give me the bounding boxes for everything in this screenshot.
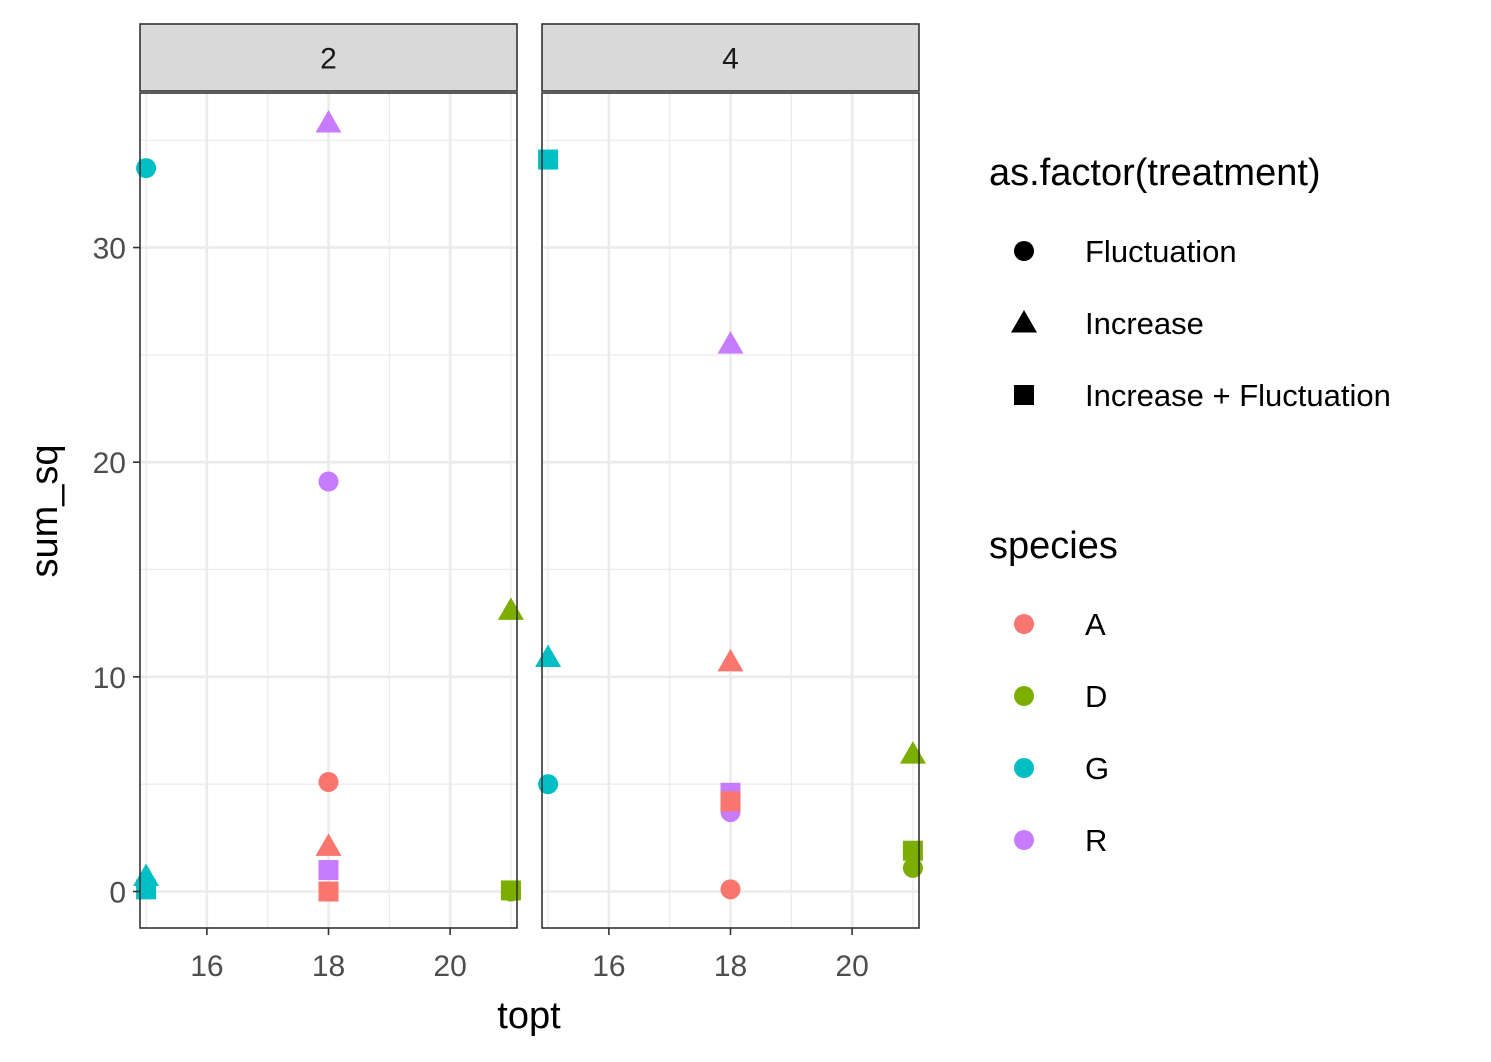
x-tick-label: 20 (835, 950, 868, 983)
data-point-G-fluctuation (538, 774, 559, 795)
x-axis-title: topt (497, 995, 561, 1037)
shape-legend-title: as.factor(treatment) (989, 152, 1321, 194)
color-legend-label: D (1085, 679, 1107, 714)
facet-strip (541, 23, 920, 92)
legend-key-triangle (1011, 310, 1037, 333)
data-point-A-fluctuation (720, 879, 741, 900)
x-tick-label: 16 (190, 950, 223, 983)
legend-key-color (1014, 614, 1034, 634)
legend-key-circle (1014, 241, 1034, 261)
color-legend-title: species (989, 525, 1118, 567)
y-axis: 0 10 20 30 (93, 233, 140, 910)
shape-legend-label: Fluctuation (1085, 234, 1237, 269)
data-point-R-increase (315, 110, 342, 133)
data-point-A-increase (315, 833, 342, 856)
data-point-D-increase-fluctuation (500, 880, 521, 901)
x-axes: 16 18 20 16 18 20 (190, 928, 869, 983)
legend-key-color (1014, 758, 1034, 778)
data-point-G-increase-fluctuation (136, 879, 157, 900)
data-point-G-fluctuation (136, 158, 157, 179)
y-tick-label: 0 (109, 877, 126, 910)
data-point-R-increase (717, 331, 744, 354)
legend-key-color (1014, 686, 1034, 706)
data-point-R-fluctuation (318, 471, 339, 492)
legend-key-color (1014, 830, 1034, 850)
y-tick-label: 20 (93, 447, 126, 480)
y-tick-label: 10 (93, 662, 126, 695)
legend-key-square (1014, 385, 1034, 405)
data-point-D-fluctuation (902, 857, 923, 878)
facet-strip-label: 2 (320, 43, 337, 76)
data-point-A-increase-fluctuation (318, 881, 339, 902)
shape-legend: as.factor(treatment) Fluctuation Increase… (989, 152, 1391, 413)
data-point-A-increase-fluctuation (720, 791, 741, 812)
shape-legend-label: Increase (1085, 306, 1204, 341)
x-tick-label: 16 (592, 950, 625, 983)
facet-panel-2: 2 (133, 23, 524, 929)
color-legend: species A D G R (989, 525, 1118, 858)
facet-strip (139, 23, 518, 92)
data-point-G-increase-fluctuation (538, 149, 559, 170)
color-legend-label: A (1085, 607, 1106, 642)
x-tick-label: 18 (312, 950, 345, 983)
y-tick-label: 30 (93, 233, 126, 266)
data-point-A-fluctuation (318, 772, 339, 793)
data-point-R-increase-fluctuation (318, 860, 339, 881)
facet-panel-4: 4 (535, 23, 926, 929)
x-tick-label: 20 (433, 950, 466, 983)
facet-strip-label: 4 (722, 43, 739, 76)
color-legend-label: R (1085, 823, 1107, 858)
y-axis-title: sum_sq (24, 444, 66, 577)
data-point-D-increase-fluctuation (902, 840, 923, 861)
x-tick-label: 18 (714, 950, 747, 983)
shape-legend-label: Increase + Fluctuation (1085, 378, 1391, 413)
color-legend-label: G (1085, 751, 1109, 786)
data-point-A-increase (717, 648, 744, 672)
